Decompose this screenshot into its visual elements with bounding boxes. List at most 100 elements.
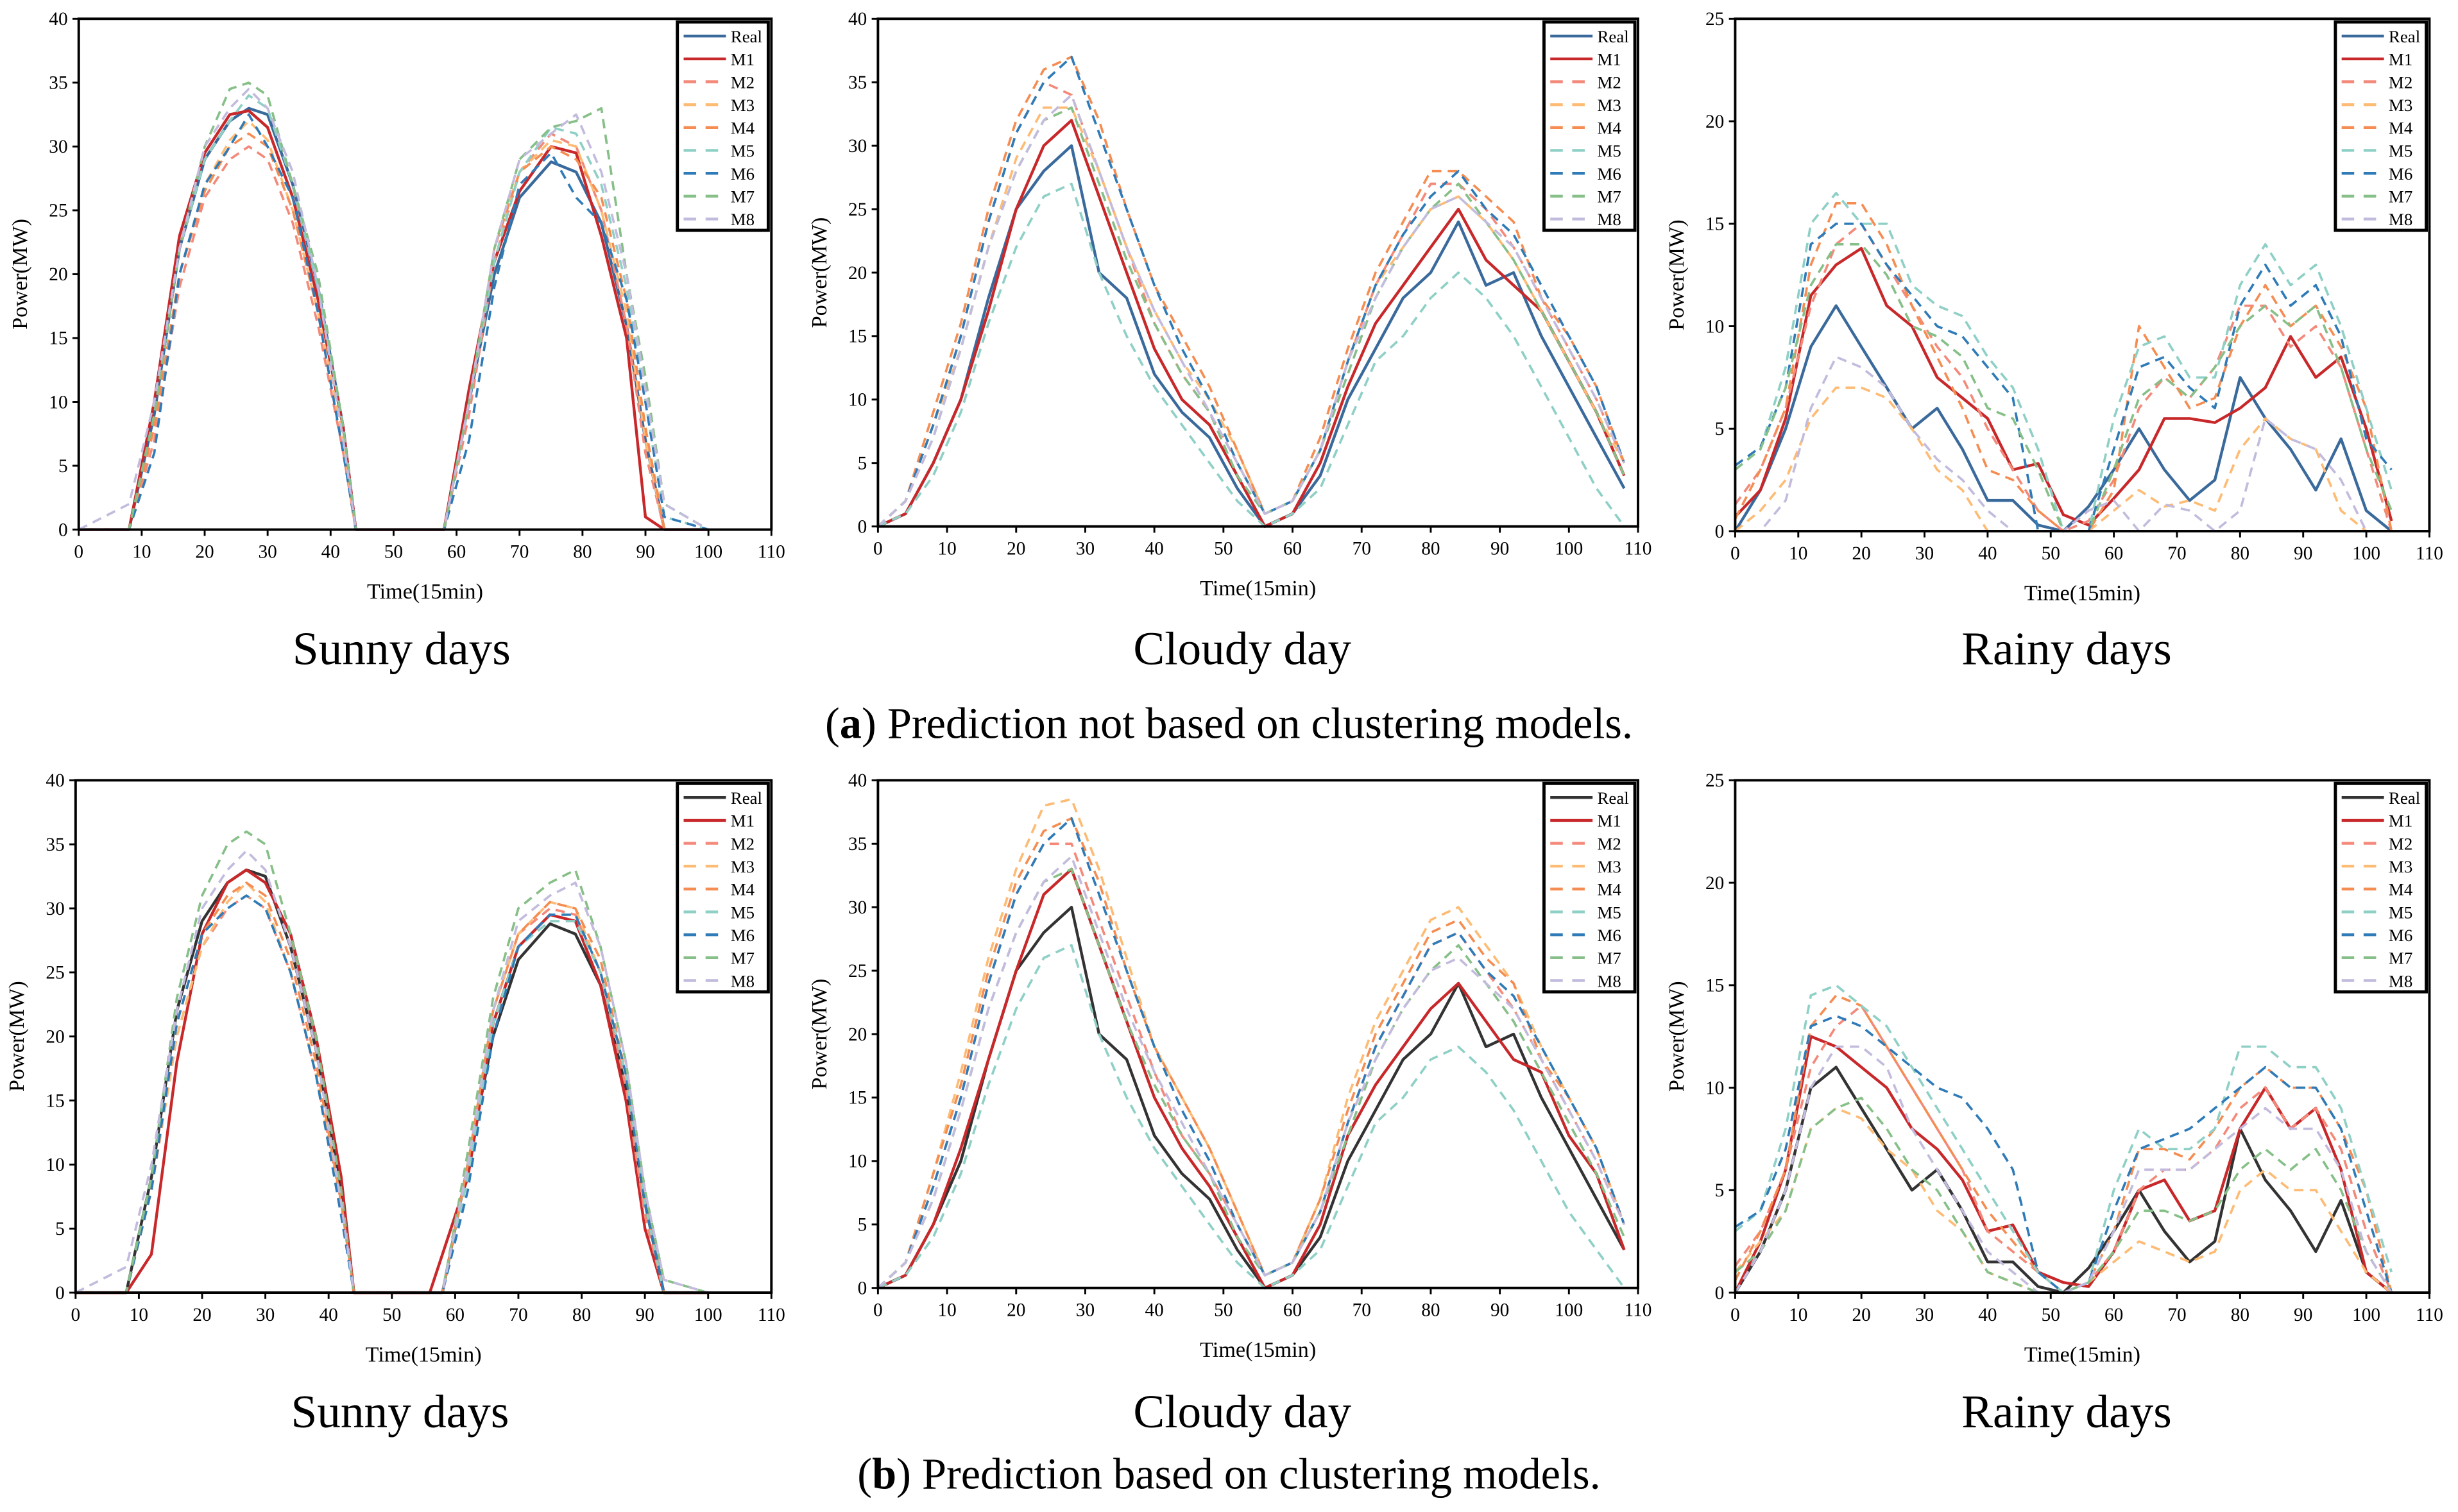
y-tick-label: 40: [848, 9, 867, 30]
series-line-m4: [75, 881, 708, 1294]
series-line-real: [1734, 1066, 2393, 1295]
legend-label: M3: [2389, 857, 2412, 876]
series-line-m3: [1734, 386, 2392, 532]
series-line-m5: [75, 894, 708, 1294]
caption-a: (a) Prediction not based on clustering m…: [825, 699, 1633, 747]
y-tick-label: 0: [858, 516, 867, 537]
y-tick-label: 20: [848, 1024, 867, 1045]
legend-label: M4: [2389, 880, 2413, 899]
y-tick-label: 5: [1715, 1180, 1725, 1201]
plot-frame: [74, 779, 773, 1295]
legend-label: M2: [2389, 72, 2412, 92]
y-tick-label: 15: [1705, 214, 1724, 235]
caption-b-text: ) Prediction based on clustering models.: [896, 1449, 1601, 1498]
x-tick-label: 110: [2416, 543, 2443, 564]
legend: Real M1 M2 M3 M4 M5 M6 M7 M8: [2334, 781, 2428, 994]
y-tick-label: 10: [1705, 316, 1724, 337]
legend-label: M4: [731, 119, 755, 138]
series-line-m1: [877, 119, 1626, 528]
plot-frame: [1734, 779, 2431, 1295]
x-tick-label: 70: [509, 1305, 527, 1325]
series-line-m3: [1734, 1107, 2393, 1294]
caption-b: (b) Prediction based on clustering model…: [857, 1449, 1600, 1498]
x-tick-label: 50: [1214, 1300, 1233, 1321]
legend-label: Real: [2389, 788, 2420, 808]
series-line-m5: [877, 944, 1625, 1289]
y-tick-label: 10: [1705, 1078, 1724, 1098]
legend-label: M3: [1597, 96, 1621, 115]
legend-label: M6: [1597, 164, 1621, 183]
chart-title: Sunny days: [291, 1386, 509, 1438]
series-line-m6: [78, 113, 709, 531]
y-tick-label: 15: [1705, 976, 1724, 996]
legend: Real M1 M2 M3 M4 M5 M6 M7 M8: [1542, 781, 1637, 994]
x-tick-label: 20: [1007, 539, 1025, 559]
legend-label: M8: [1597, 210, 1621, 229]
chart-title: Cloudy day: [1133, 623, 1351, 675]
caption-a-open: (: [825, 699, 840, 747]
legend-label: M7: [1597, 949, 1621, 968]
series-line-m7: [877, 868, 1626, 1289]
x-tick-label: 60: [446, 1305, 465, 1325]
y-tick-label: 20: [1705, 873, 1724, 894]
x-tick-label: 60: [1283, 1300, 1302, 1321]
legend-label: M3: [731, 96, 755, 115]
series-line-m7: [78, 81, 710, 531]
y-tick-label: 10: [46, 1155, 64, 1175]
legend-label: M4: [2389, 119, 2413, 138]
legend-label: M2: [2389, 834, 2412, 853]
x-tick-label: 50: [1214, 539, 1233, 559]
legend-label: Real: [731, 27, 762, 46]
series-line-m6: [877, 817, 1626, 1289]
legend-label: M5: [1597, 903, 1621, 922]
series-line-m1: [1734, 246, 2393, 527]
legend-label: M6: [2389, 164, 2412, 183]
legend-label: M4: [1597, 880, 1621, 899]
x-tick-label: 10: [1789, 1305, 1807, 1325]
series-line-m4: [877, 817, 1626, 1289]
x-tick-label: 90: [2294, 1305, 2312, 1325]
series-line-m7: [877, 106, 1626, 528]
legend-label: M8: [731, 210, 755, 229]
x-tick-label: 0: [74, 542, 83, 563]
legend-label: M7: [731, 187, 755, 207]
y-tick-label: 30: [848, 897, 867, 918]
charts: 0 10 20 30 40 50 60 70 80 90 100 110051015202530354…: [5, 9, 2443, 1438]
x-tick-label: 40: [321, 542, 340, 563]
legend-label: M5: [731, 141, 755, 160]
series-line-m8: [877, 855, 1626, 1289]
x-axis-label: Time(15min): [2024, 581, 2140, 605]
x-tick-label: 0: [873, 1300, 883, 1321]
y-tick-label: 20: [1705, 112, 1724, 132]
x-tick-label: 50: [2042, 543, 2060, 564]
x-tick-label: 90: [1490, 1300, 1509, 1321]
y-tick-label: 25: [848, 200, 867, 220]
series-line-m2: [75, 894, 708, 1294]
x-tick-label: 90: [636, 542, 654, 563]
y-tick-label: 40: [46, 770, 64, 791]
plot-frame: [77, 17, 773, 531]
legend-label: M2: [1597, 72, 1621, 92]
legend-label: M6: [1597, 926, 1621, 945]
x-axis-label: Time(15min): [1200, 1338, 1316, 1362]
legend-label: M3: [731, 857, 755, 876]
x-tick-label: 60: [2104, 543, 2123, 564]
legend-label: M7: [1597, 187, 1621, 207]
y-tick-label: 0: [58, 520, 68, 540]
legend-label: M7: [731, 949, 755, 968]
x-tick-label: 100: [2352, 543, 2380, 564]
x-tick-label: 10: [937, 1300, 956, 1321]
legend-label: M6: [731, 926, 755, 945]
x-axis-label: Time(15min): [367, 580, 483, 604]
series-line-m8: [1735, 355, 2392, 532]
x-tick-label: 40: [1978, 543, 1997, 564]
series-line-m4: [877, 55, 1626, 528]
x-tick-label: 20: [192, 1305, 211, 1325]
plot-frame: [1734, 17, 2431, 532]
x-tick-label: 110: [758, 542, 785, 563]
x-tick-label: 50: [382, 1305, 401, 1325]
y-tick-label: 5: [1715, 419, 1725, 439]
x-tick-label: 50: [384, 542, 403, 563]
y-tick-label: 20: [848, 263, 867, 284]
y-tick-label: 35: [46, 835, 64, 855]
